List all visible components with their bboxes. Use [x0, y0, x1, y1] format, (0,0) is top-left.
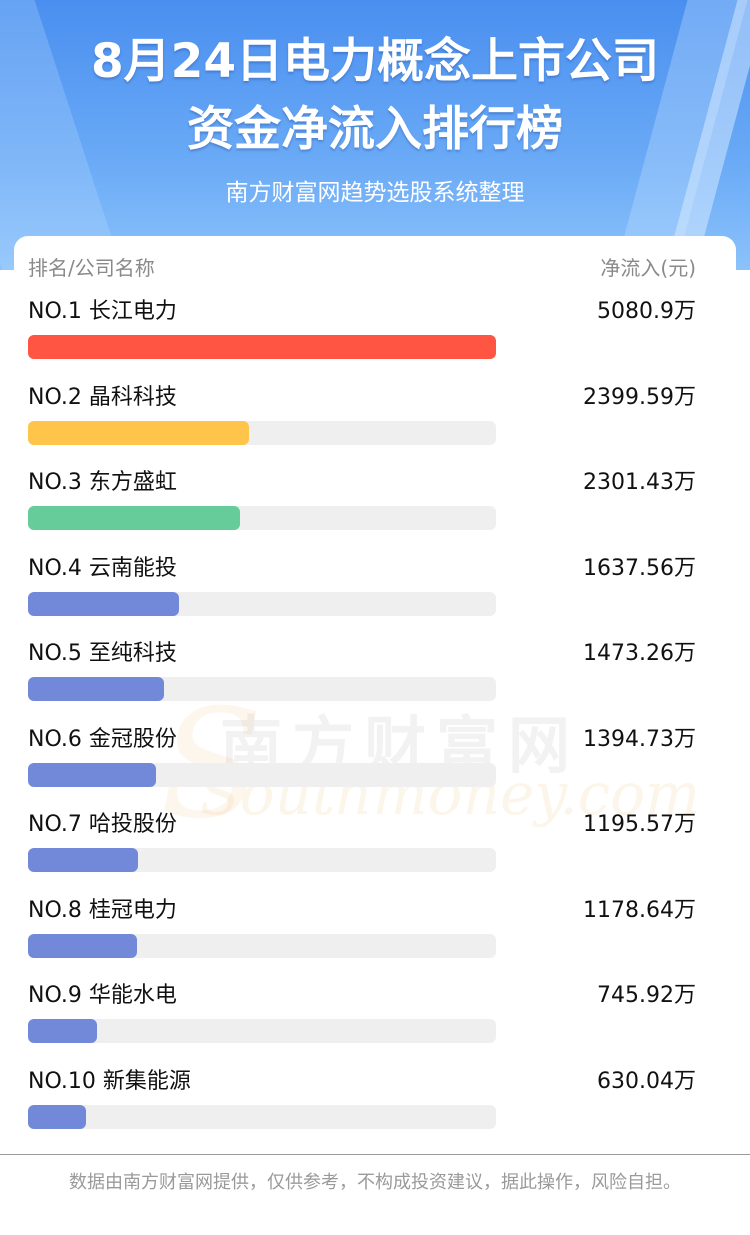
- bar-label: NO.5 至纯科技: [28, 641, 177, 666]
- bar-track: [28, 420, 496, 445]
- column-header-rank-name: 排名/公司名称: [28, 256, 155, 280]
- bar-value-label: 1637.56万: [583, 555, 696, 581]
- bar-value-label: 1195.57万: [583, 812, 696, 837]
- bar-value-label: 2301.43万: [583, 470, 696, 495]
- disclaimer: 数据由南方财富网提供，仅供参考，不构成投资建议，据此操作，风险自担。: [69, 1172, 681, 1193]
- bar-label: NO.7 哈投股份: [28, 812, 177, 837]
- bar-track: [28, 506, 496, 530]
- bar: [28, 506, 240, 530]
- ranking-card: [14, 236, 736, 1166]
- bar-track: [28, 933, 496, 958]
- bar-track: [28, 1019, 496, 1043]
- bar-value-label: 2399.59万: [583, 384, 696, 410]
- bar: [28, 1104, 87, 1129]
- bar-value-label: 745.92万: [597, 983, 696, 1008]
- bar-track: [28, 591, 496, 616]
- bar-track: [28, 1104, 496, 1129]
- bar: [28, 933, 137, 958]
- bar-track: [28, 762, 496, 787]
- bar: [28, 335, 496, 359]
- bar-value-label: 1394.73万: [583, 726, 696, 752]
- bar-label: NO.9 华能水电: [28, 983, 177, 1008]
- bar-label: NO.3 东方盛虹: [28, 470, 177, 495]
- page-subtitle: 南方财富网趋势选股系统整理: [225, 180, 525, 206]
- bar: [28, 591, 179, 616]
- bar-track: [28, 848, 496, 872]
- bar-value-label: 1473.26万: [583, 641, 696, 666]
- bar-label: NO.1 长江电力: [28, 299, 177, 324]
- bar-label: NO.6 金冠股份: [28, 726, 177, 752]
- bar: [28, 420, 250, 445]
- column-header-net-inflow: 净流入(元): [600, 256, 696, 280]
- bar-value-label: 630.04万: [597, 1068, 696, 1094]
- bar-track: [28, 335, 496, 359]
- bar-value-label: 5080.9万: [597, 299, 696, 324]
- footer-divider: [0, 1154, 750, 1155]
- bar-value-label: 1178.64万: [583, 897, 696, 923]
- bar: [28, 848, 139, 872]
- header-banner: 8月24日电力概念上市公司 资金净流入排行榜 南方财富网趋势选股系统整理: [0, 0, 750, 270]
- bar-label: NO.4 云南能投: [28, 555, 177, 581]
- page-title-line1: 8月24日电力概念上市公司: [90, 34, 660, 89]
- bar-label: NO.2 晶科科技: [28, 384, 177, 410]
- page-title-line2: 资金净流入排行榜: [187, 102, 563, 157]
- bar: [28, 1019, 97, 1043]
- bar-label: NO.10 新集能源: [28, 1068, 191, 1094]
- bar: [28, 677, 164, 701]
- bar-track: [28, 677, 496, 701]
- bar: [28, 762, 157, 787]
- bar-label: NO.8 桂冠电力: [28, 897, 177, 923]
